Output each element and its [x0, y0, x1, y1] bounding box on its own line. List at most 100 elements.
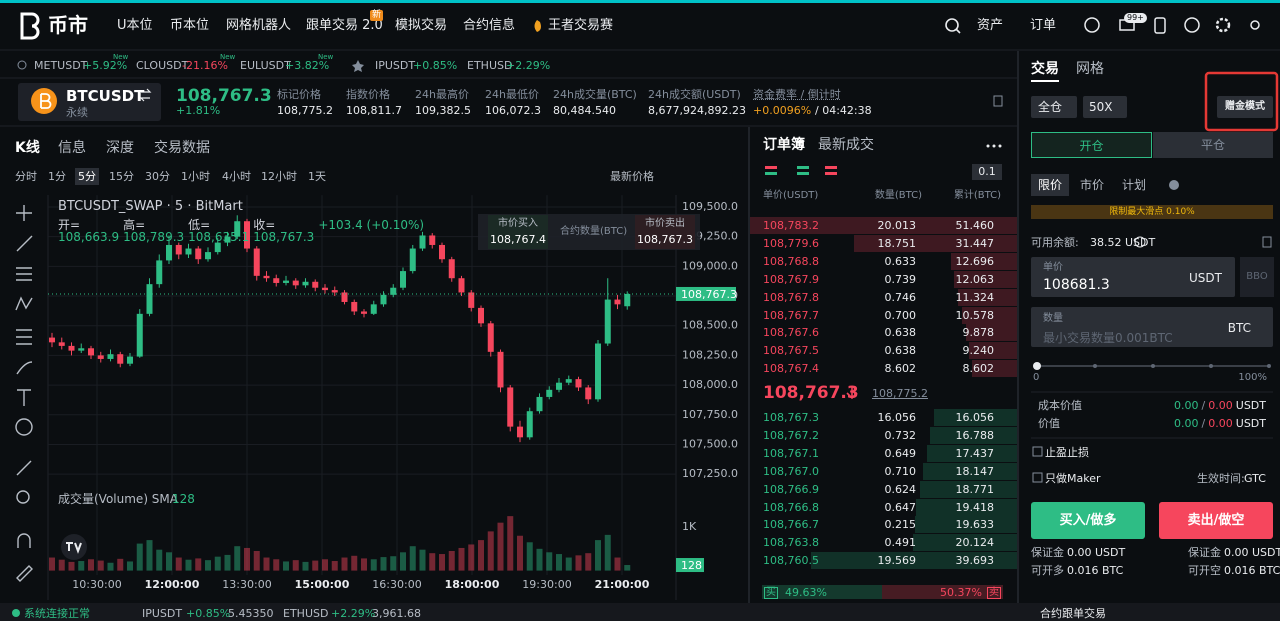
book-price[interactable]: 108,767.6	[763, 326, 819, 340]
panel-tab[interactable]: 网格	[1076, 61, 1104, 77]
order-type[interactable]: 计划	[1122, 178, 1147, 192]
language-icon[interactable]	[1184, 17, 1200, 33]
interval[interactable]: 1小时	[181, 170, 210, 183]
copy-trade[interactable]: 合约跟单交易	[1040, 607, 1106, 620]
fib-tool[interactable]	[16, 267, 32, 281]
slider-handle[interactable]	[1033, 362, 1041, 370]
book-view[interactable]	[825, 166, 837, 169]
book-price[interactable]: 108,767.7	[763, 308, 819, 322]
book-price[interactable]: 108,767.0	[763, 464, 819, 478]
info-icon[interactable]	[1169, 180, 1179, 190]
magnet-tool[interactable]	[17, 533, 31, 548]
book-view[interactable]	[825, 172, 837, 175]
interval[interactable]: 30分	[145, 170, 170, 183]
price-type[interactable]: 最新价格	[610, 170, 654, 183]
order-type[interactable]: 市价	[1080, 178, 1105, 192]
open-tab[interactable]: 开仓	[1031, 132, 1152, 158]
brush-tool[interactable]	[16, 361, 33, 375]
buy-button[interactable]: 买入/做多	[1031, 502, 1145, 539]
margin-mode[interactable]: 全仓	[1031, 96, 1077, 118]
doc-icon[interactable]	[993, 95, 1003, 107]
qty-unit[interactable]: BTC	[1227, 321, 1251, 335]
nav-item[interactable]: U本位	[117, 18, 153, 33]
interval[interactable]: 5分	[75, 168, 99, 185]
close-tab[interactable]: 平仓	[1153, 132, 1273, 158]
book-price[interactable]: 108,767.9	[763, 272, 819, 286]
book-tab[interactable]: 订单簿	[763, 137, 805, 153]
chart-tab[interactable]: K线	[15, 140, 40, 156]
transfer-icon[interactable]	[1134, 236, 1146, 248]
crosshair-tool[interactable]	[16, 205, 32, 221]
search-icon[interactable]	[945, 18, 959, 32]
book-price[interactable]: 108,767.3	[763, 411, 819, 424]
star-icon[interactable]	[352, 60, 364, 72]
swap-icon[interactable]	[139, 88, 152, 102]
strip-symbol[interactable]: EULUSDT	[240, 59, 291, 72]
order-type[interactable]: 限价	[1031, 174, 1070, 196]
nav-item[interactable]: 王者交易赛	[548, 18, 614, 33]
strip-symbol[interactable]: METUSDT	[34, 59, 88, 72]
chart-tab[interactable]: 信息	[58, 140, 86, 156]
book-price[interactable]: 108,779.6	[763, 236, 819, 250]
nav-assets[interactable]: 资产	[977, 18, 1004, 33]
zoom-tool[interactable]	[16, 490, 30, 504]
chart-tab[interactable]: 深度	[106, 140, 134, 156]
nav-orders[interactable]: 订单	[1030, 18, 1057, 33]
book-price[interactable]: 108,760.5	[763, 554, 819, 568]
strip-symbol[interactable]: ETHUSD	[467, 59, 513, 72]
book-view[interactable]	[765, 172, 777, 175]
book-price[interactable]: 108,767.8	[763, 290, 819, 304]
footer-symbol[interactable]: ETHUSD	[283, 607, 329, 620]
maker-only[interactable]: 只做Maker	[1045, 472, 1101, 485]
interval[interactable]: 12小时	[261, 170, 297, 183]
quick-sell[interactable]: 市价卖出 108,767.3	[635, 215, 695, 249]
book-price[interactable]: 108,766.7	[763, 518, 819, 532]
book-view[interactable]	[797, 166, 809, 169]
footer-symbol[interactable]: IPUSDT	[142, 607, 183, 620]
book-price[interactable]: 108,783.2	[763, 219, 819, 232]
nav-item[interactable]: 模拟交易	[395, 18, 448, 33]
panel-tab[interactable]: 交易	[1031, 62, 1059, 82]
ruler-tool[interactable]	[16, 460, 32, 476]
settings-icon[interactable]	[1215, 17, 1231, 33]
leverage[interactable]: 50X	[1083, 96, 1127, 118]
sell-button[interactable]: 卖出/做空	[1159, 502, 1273, 539]
checkbox[interactable]	[1032, 446, 1043, 457]
interval[interactable]: 15分	[109, 170, 134, 183]
strip-symbol[interactable]: IPUSDT	[375, 59, 416, 72]
nav-item[interactable]: 网格机器人	[226, 18, 292, 33]
book-price[interactable]: 108,768.8	[763, 254, 819, 268]
book-price[interactable]: 108,767.4	[763, 362, 819, 376]
interval[interactable]: 分时	[15, 170, 37, 183]
qty-input[interactable]	[1031, 307, 1273, 347]
book-precision[interactable]: 0.1	[972, 164, 1002, 180]
more-icon[interactable]	[998, 144, 1002, 148]
chart-tab[interactable]: 交易数据	[154, 140, 210, 156]
bonus-mode[interactable]: 赠金模式	[1217, 96, 1273, 118]
more-icon[interactable]	[986, 144, 990, 148]
book-view[interactable]	[797, 172, 809, 175]
line-tool[interactable]	[16, 235, 33, 252]
book-price[interactable]: 108,766.8	[763, 500, 819, 514]
calc-icon[interactable]	[1262, 236, 1272, 248]
interval[interactable]: 1天	[308, 170, 326, 183]
eraser-tool[interactable]	[16, 565, 33, 582]
book-price[interactable]: 108,766.9	[763, 482, 819, 496]
nav-item[interactable]: 合约信息	[463, 18, 516, 33]
quick-buy[interactable]: 市价买入 108,767.4	[488, 215, 548, 249]
price-input[interactable]	[1031, 257, 1235, 297]
book-price[interactable]: 108,767.2	[763, 428, 819, 442]
phone-icon[interactable]	[1154, 17, 1166, 34]
support-icon[interactable]	[1084, 17, 1100, 33]
book-price[interactable]: 108,767.1	[763, 446, 819, 460]
checkbox[interactable]	[1032, 472, 1043, 483]
book-tab[interactable]: 最新成交	[818, 137, 874, 153]
more-icon[interactable]	[992, 144, 996, 148]
nav-item[interactable]: 币本位	[170, 18, 210, 33]
book-view[interactable]	[765, 166, 777, 169]
book-price[interactable]: 108,767.5	[763, 344, 819, 358]
tif[interactable]: GTC	[1244, 472, 1266, 485]
emoji-tool[interactable]	[15, 418, 33, 436]
tp-sl[interactable]: 止盈止损	[1045, 446, 1089, 459]
text-tool[interactable]	[17, 389, 31, 406]
